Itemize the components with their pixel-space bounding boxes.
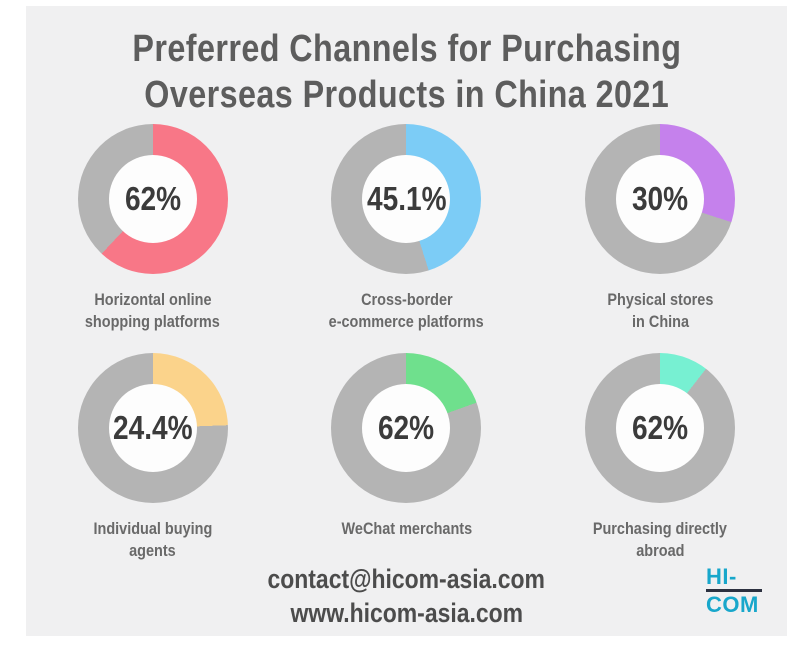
- donut-label: WeChat merchants: [330, 518, 484, 562]
- donut-value: 24.4%: [113, 409, 193, 446]
- donut-hole: 24.4%: [108, 384, 197, 472]
- contact-email: contact@hicom-asia.com: [267, 564, 546, 594]
- donut-label-line: Horizontal online: [94, 290, 212, 309]
- contact-email-row: contact@hicom-asia.com: [26, 562, 787, 596]
- donut-ring: 30%: [585, 124, 736, 274]
- donut-label: Horizontal online shopping platforms: [73, 289, 232, 333]
- donut-ring: 24.4%: [77, 353, 228, 503]
- donut-card-wechat-merchants: 62% WeChat merchants: [280, 353, 534, 562]
- donut-label-line: Purchasing directly: [593, 519, 728, 538]
- infographic-canvas: Preferred Channels for Purchasing Overse…: [26, 6, 787, 636]
- donut-label-line: shopping platforms: [85, 312, 221, 331]
- donut-label-line: e-commerce platforms: [328, 312, 484, 331]
- donut-label: Physical stores in China: [598, 289, 723, 333]
- donut-label-line: Individual buying: [93, 519, 213, 538]
- donut-label-line: WeChat merchants: [341, 519, 472, 538]
- donut-card-physical-stores: 30% Physical stores in China: [533, 124, 787, 333]
- donut-card-horizontal-online-shopping: 62% Horizontal online shopping platforms: [26, 124, 280, 333]
- website-url: www.hicom-asia.com: [290, 598, 523, 628]
- donut-hole: 62%: [108, 155, 197, 243]
- title-line-2: Overseas Products in China 2021: [144, 74, 669, 116]
- donut-value: 62%: [632, 409, 689, 446]
- donut-hole: 62%: [616, 384, 705, 472]
- logo-line-com: COM: [706, 592, 759, 617]
- donut-label-line: Physical stores: [607, 290, 714, 309]
- website-url-row: www.hicom-asia.com: [26, 596, 787, 630]
- donut-label: Cross-border e-commerce platforms: [315, 289, 497, 333]
- donut-value: 62%: [124, 180, 181, 217]
- donut-value: 62%: [378, 409, 435, 446]
- donut-card-individual-buying-agents: 24.4% Individual buying agents: [26, 353, 280, 562]
- donut-ring: 62%: [331, 353, 482, 503]
- footer: contact@hicom-asia.com www.hicom-asia.co…: [26, 562, 787, 630]
- donut-hole: 62%: [362, 384, 451, 472]
- donut-label: Individual buying agents: [83, 518, 223, 562]
- logo-line-hi: HI-: [706, 566, 762, 592]
- title-line-1: Preferred Channels for Purchasing: [132, 28, 681, 70]
- donut-label-line: Cross-border: [360, 290, 453, 309]
- donut-ring: 45.1%: [331, 124, 482, 274]
- donut-label-line: abroad: [636, 541, 685, 560]
- donut-value: 45.1%: [366, 180, 447, 217]
- donut-card-purchasing-directly-abroad: 62% Purchasing directly abroad: [533, 353, 787, 562]
- donut-hole: 45.1%: [362, 155, 451, 243]
- donut-grid: 62% Horizontal online shopping platforms…: [26, 124, 787, 562]
- donut-ring: 62%: [77, 124, 228, 274]
- donut-hole: 30%: [616, 155, 705, 243]
- donut-label-line: in China: [631, 312, 689, 331]
- page-title: Preferred Channels for Purchasing Overse…: [26, 26, 787, 118]
- donut-ring: 62%: [585, 353, 736, 503]
- donut-value: 30%: [632, 180, 689, 217]
- hicom-logo: HI- COM: [706, 566, 762, 616]
- donut-card-cross-border-ecommerce: 45.1% Cross-border e-commerce platforms: [280, 124, 534, 333]
- donut-label: Purchasing directly abroad: [581, 518, 739, 562]
- donut-label-line: agents: [129, 541, 177, 560]
